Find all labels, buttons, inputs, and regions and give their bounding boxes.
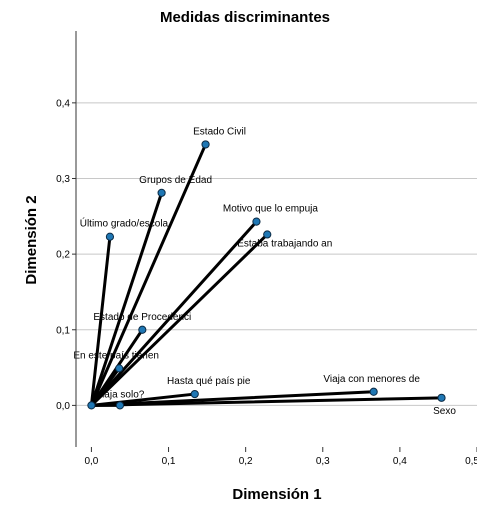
data-point bbox=[105, 232, 115, 241]
vector-line bbox=[89, 142, 208, 407]
vector-line bbox=[89, 191, 164, 407]
chart-title: Medidas discriminantes bbox=[160, 9, 330, 26]
y-tick-label: 0,0 bbox=[56, 401, 70, 412]
x-tick-label: 0,0 bbox=[84, 456, 98, 467]
point-label: Motivo que lo empuja bbox=[223, 204, 318, 215]
y-tick-label: 0,4 bbox=[56, 98, 70, 109]
data-point bbox=[252, 217, 261, 226]
point-label: Sexo bbox=[433, 406, 456, 417]
data-point bbox=[115, 364, 124, 373]
data-point bbox=[369, 387, 378, 396]
vector-line bbox=[89, 366, 121, 407]
x-axis-label: Dimensión 1 bbox=[232, 486, 321, 503]
x-tick-label: 0,4 bbox=[393, 456, 407, 467]
point-label: Viaja solo? bbox=[96, 389, 145, 400]
data-points bbox=[87, 140, 446, 410]
y-tick-label: 0,3 bbox=[56, 174, 70, 185]
y-tick-label: 0,2 bbox=[56, 250, 70, 261]
data-point bbox=[157, 188, 166, 197]
data-point bbox=[201, 140, 210, 149]
plot-area bbox=[76, 31, 477, 447]
data-point bbox=[437, 393, 446, 402]
x-tick-labels: 0,0 0,1 0,2 0,3 0,4 0,5 bbox=[84, 447, 477, 467]
point-label: Estaba trabajando an bbox=[237, 238, 332, 249]
vector-line bbox=[89, 220, 258, 407]
vector-line bbox=[89, 232, 269, 407]
y-axis-label: Dimensión 2 bbox=[23, 195, 40, 284]
y-tick-label: 0,1 bbox=[56, 325, 70, 336]
point-label: Viaja con menores de bbox=[323, 374, 420, 385]
point-label: En este país tienen bbox=[73, 350, 159, 361]
data-point bbox=[138, 325, 147, 334]
point-label: Estado Civil bbox=[193, 126, 246, 137]
point-label: Hasta qué país pie bbox=[167, 376, 251, 387]
point-label: Último grado/escola bbox=[80, 217, 169, 230]
vector-line bbox=[89, 235, 112, 407]
data-point bbox=[263, 230, 272, 239]
point-label: Grupos de Edad bbox=[139, 175, 212, 186]
x-tick-label: 0,5 bbox=[465, 456, 477, 467]
data-point bbox=[190, 389, 199, 399]
origin-point bbox=[87, 401, 96, 410]
x-tick-label: 0,2 bbox=[239, 456, 253, 467]
point-label: Estado de Procedenci bbox=[93, 312, 191, 323]
vector-line bbox=[89, 396, 444, 407]
y-tick-labels: 0,0 0,1 0,2 0,3 0,4 bbox=[56, 98, 76, 412]
data-point bbox=[115, 401, 125, 410]
x-tick-label: 0,3 bbox=[316, 456, 330, 467]
x-tick-label: 0,1 bbox=[162, 456, 176, 467]
point-labels: Estado Civil Grupos de Edad Último grado/e… bbox=[73, 126, 456, 416]
